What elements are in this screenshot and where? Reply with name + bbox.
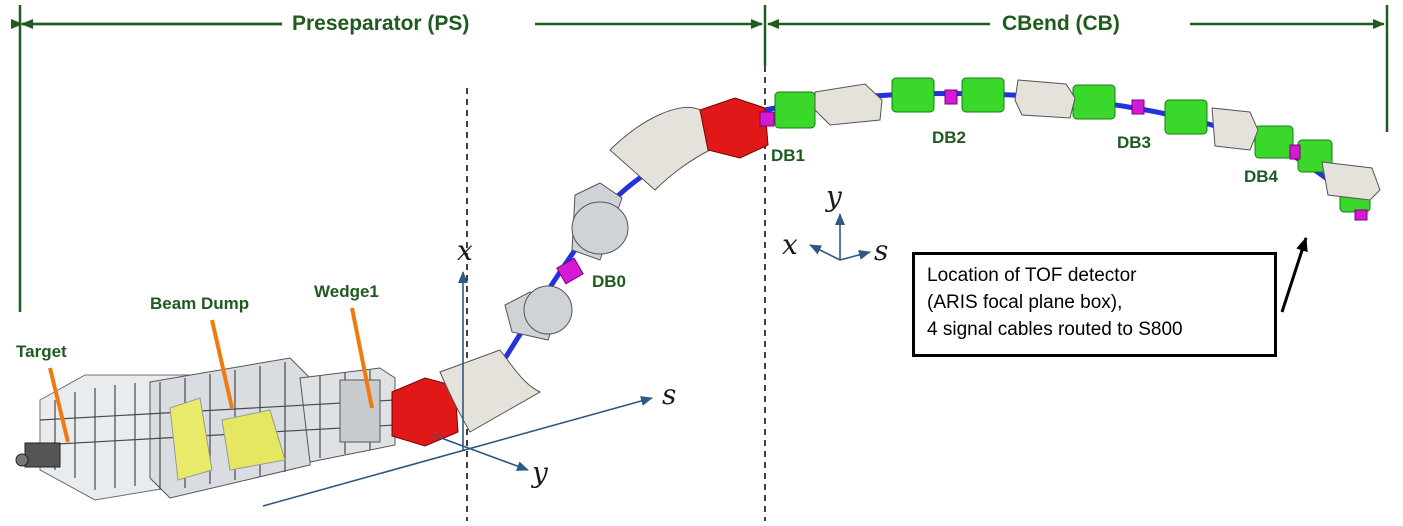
db4-label: DB4 (1244, 167, 1279, 186)
db0-steerer (556, 257, 584, 285)
ps-dipole-red-2 (699, 97, 769, 159)
ps-axis-s-label: s (662, 378, 677, 411)
callout-line-3: 4 signal cables routed to S800 (927, 319, 1183, 340)
db3-label: DB3 (1117, 133, 1152, 152)
beam-dump-block (169, 397, 286, 481)
preseparator-title: Preseparator (PS) (292, 12, 470, 35)
cbend-title: CBend (CB) (1002, 12, 1120, 35)
label-leaders (48, 307, 374, 443)
target-box (24, 442, 61, 468)
cb-axis-s-label: s (874, 234, 889, 267)
ps-axes (262, 271, 653, 507)
cb-dipoles (814, 79, 1381, 201)
db0-label: DB0 (592, 272, 627, 291)
ps-quadrupoles (504, 182, 629, 341)
callout-line-2: (ARIS focal plane box), (927, 292, 1123, 313)
callout-line-1: Location of TOF detector (927, 265, 1137, 286)
ps-dipole-1 (391, 377, 459, 447)
tof-detector-callout: Location of TOF detector (ARIS focal pla… (912, 252, 1277, 357)
db2-label: DB2 (932, 128, 967, 147)
ps-dipole-3 (609, 106, 711, 191)
ps-axis-y-label: y (532, 456, 548, 489)
cb-axes (809, 213, 871, 261)
target-flange (15, 453, 29, 467)
cb-steerers (944, 89, 1368, 221)
wedge1-label: Wedge1 (314, 282, 379, 301)
target-label: Target (16, 342, 67, 361)
cb-axis-y-label: y (826, 180, 842, 213)
wedge1-chamber (339, 379, 381, 443)
cb-quadrupoles (774, 77, 1371, 213)
db1-steerer (759, 111, 775, 127)
cb-axis-x-label: x (782, 228, 798, 261)
ps-beam-pipe (472, 117, 761, 407)
beam-dump-label: Beam Dump (150, 294, 250, 313)
db1-label: DB1 (771, 146, 806, 165)
ps-axis-x-label: x (457, 234, 473, 267)
preseparator-extent (11, 5, 763, 312)
ps-dipole-2 (439, 349, 542, 433)
callout-arrow (1280, 237, 1308, 313)
cbend-extent (763, 5, 1389, 132)
